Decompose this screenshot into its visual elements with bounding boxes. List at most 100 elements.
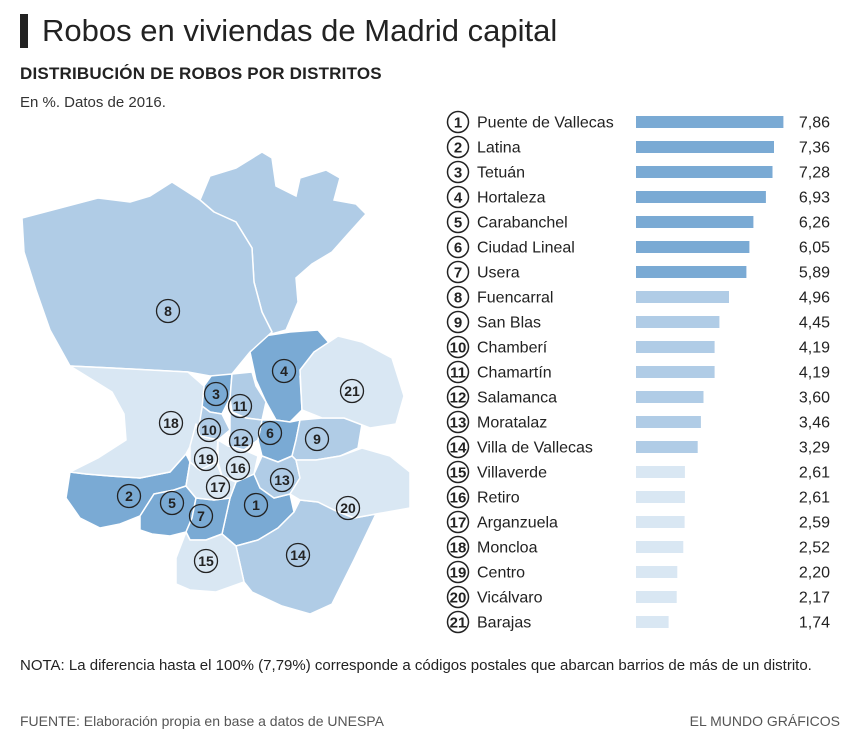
bar [636, 266, 747, 278]
bar [636, 466, 685, 478]
bar-row-11: 11 Chamartín 4,19 [446, 360, 830, 384]
map-marker-11: 11 [227, 393, 253, 419]
bar [636, 216, 754, 228]
rank-badge [446, 285, 470, 309]
bar-row-1: 1 Puente de Vallecas 7,86 [446, 110, 830, 134]
bar-row-20: 20 Vicálvaro 2,17 [446, 585, 830, 609]
bar [636, 291, 729, 303]
map-marker-label: 14 [290, 547, 306, 563]
map-marker-label: 11 [233, 398, 248, 414]
category-label: Moncloa [477, 540, 538, 557]
map-marker-circle [285, 542, 311, 568]
bar [636, 141, 774, 153]
rank-badge [446, 585, 470, 609]
rank-label: 19 [450, 565, 467, 582]
district-area-21 [299, 335, 405, 429]
value-label: 2,52 [799, 540, 830, 557]
bar-row-10: 10 Chamberí 4,19 [446, 335, 830, 359]
district-area-12 [227, 411, 263, 451]
map-marker-label: 12 [233, 433, 249, 449]
credit-line: EL MUNDO GRÁFICOS [689, 713, 840, 729]
map-marker-circle [269, 467, 295, 493]
rank-badge [446, 235, 470, 259]
map-marker-10: 10 [196, 417, 222, 443]
category-label: Chamartín [477, 365, 552, 382]
map-marker-6: 6 [257, 420, 283, 446]
rank-badge [446, 460, 470, 484]
value-label: 5,89 [799, 265, 830, 282]
bar-row-6: 6 Ciudad Lineal 6,05 [446, 235, 830, 259]
rank-label: 18 [450, 540, 467, 557]
map-marker-circle [196, 417, 222, 443]
rank-label: 1 [454, 115, 462, 132]
rank-badge [446, 410, 470, 434]
rank-badge [446, 485, 470, 509]
bar [636, 616, 669, 628]
rank-label: 14 [450, 440, 467, 457]
rank-label: 9 [454, 315, 462, 332]
bar [636, 541, 684, 553]
bar-row-9: 9 San Blas 4,45 [446, 310, 830, 334]
category-label: Centro [477, 565, 525, 582]
rank-badge [446, 310, 470, 334]
rank-badge [446, 260, 470, 284]
rank-label: 12 [450, 390, 467, 407]
map-marker-16: 16 [225, 455, 251, 481]
map-marker-15: 15 [193, 548, 219, 574]
map-marker-circle [193, 548, 219, 574]
footnote: NOTA: La diferencia hasta el 100% (7,79%… [20, 657, 812, 674]
bar [636, 241, 750, 253]
bar [636, 166, 773, 178]
map-marker-12: 12 [228, 428, 254, 454]
bar-row-18: 18 Moncloa 2,52 [446, 535, 830, 559]
map-marker-17: 17 [205, 474, 231, 500]
value-label: 6,26 [799, 215, 830, 232]
rank-badge [446, 210, 470, 234]
category-label: Puente de Vallecas [477, 115, 614, 132]
map-marker-2: 2 [116, 483, 142, 509]
bar [636, 116, 784, 128]
category-label: Vicálvaro [477, 590, 543, 607]
map-marker-5: 5 [159, 490, 185, 516]
rank-label: 3 [454, 165, 462, 182]
category-label: Tetuán [477, 165, 525, 182]
value-label: 2,61 [799, 490, 830, 507]
value-label: 4,45 [799, 315, 830, 332]
category-label: Latina [477, 140, 521, 157]
map-marker-circle [159, 490, 185, 516]
rank-badge [446, 535, 470, 559]
bar [636, 566, 678, 578]
value-label: 3,60 [799, 390, 830, 407]
category-label: San Blas [477, 315, 541, 332]
map-marker-label: 20 [340, 500, 356, 516]
bar-row-3: 3 Tetuán 7,28 [446, 160, 830, 184]
source-line: FUENTE: Elaboración propia en base a dat… [20, 713, 384, 729]
map-marker-label: 10 [201, 422, 217, 438]
map-marker-label: 1 [252, 497, 260, 513]
bar [636, 591, 677, 603]
map-marker-20: 20 [335, 495, 361, 521]
rank-label: 16 [450, 490, 467, 507]
rank-badge [446, 610, 470, 634]
category-label: Arganzuela [477, 515, 558, 532]
rank-badge [446, 360, 470, 384]
bar-row-21: 21 Barajas 1,74 [446, 610, 830, 634]
map-marker-label: 5 [168, 495, 176, 511]
map-marker-label: 15 [198, 553, 214, 569]
rank-label: 2 [454, 140, 462, 157]
category-label: Moratalaz [477, 415, 547, 432]
bar [636, 416, 701, 428]
map-marker-8: 8 [155, 298, 181, 324]
bar-row-13: 13 Moratalaz 3,46 [446, 410, 830, 434]
bar-row-17: 17 Arganzuela 2,59 [446, 510, 830, 534]
bar [636, 366, 715, 378]
bar-row-19: 19 Centro 2,20 [446, 560, 830, 584]
map-marker-label: 16 [230, 460, 246, 476]
value-label: 4,96 [799, 290, 830, 307]
district-area-8 [21, 181, 273, 377]
map-marker-label: 2 [125, 488, 133, 504]
map-marker-13: 13 [269, 467, 295, 493]
page-title: Robos en viviendas de Madrid capital [42, 13, 558, 48]
rank-label: 13 [450, 415, 467, 432]
